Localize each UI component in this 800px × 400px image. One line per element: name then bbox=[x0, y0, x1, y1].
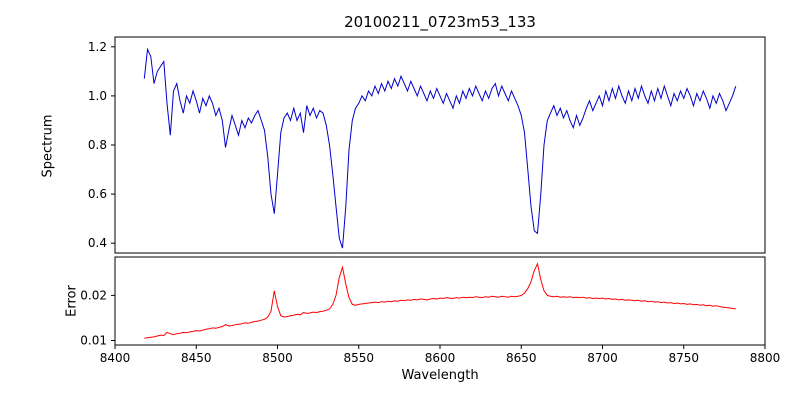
svg-text:1.2: 1.2 bbox=[88, 40, 107, 54]
svg-text:8450: 8450 bbox=[181, 351, 212, 365]
svg-text:8500: 8500 bbox=[262, 351, 293, 365]
svg-text:8400: 8400 bbox=[100, 351, 131, 365]
svg-text:8650: 8650 bbox=[506, 351, 537, 365]
svg-text:1.0: 1.0 bbox=[88, 89, 107, 103]
svg-text:0.01: 0.01 bbox=[80, 333, 107, 347]
svg-text:0.4: 0.4 bbox=[88, 236, 107, 250]
svg-text:8750: 8750 bbox=[668, 351, 699, 365]
svg-text:0.02: 0.02 bbox=[80, 288, 107, 302]
svg-text:8800: 8800 bbox=[750, 351, 781, 365]
svg-text:8700: 8700 bbox=[587, 351, 618, 365]
svg-text:0.6: 0.6 bbox=[88, 187, 107, 201]
svg-text:8600: 8600 bbox=[425, 351, 456, 365]
svg-text:8550: 8550 bbox=[343, 351, 374, 365]
chart-title: 20100211_0723m53_133 bbox=[344, 13, 536, 31]
x-axis-label: Wavelength bbox=[401, 368, 479, 383]
svg-text:0.8: 0.8 bbox=[88, 138, 107, 152]
